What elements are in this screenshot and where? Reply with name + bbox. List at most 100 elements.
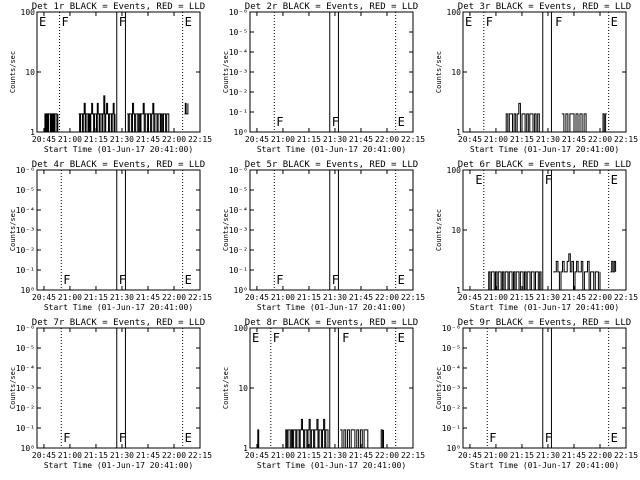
x-tick-label: 22:00: [162, 293, 186, 302]
y-tick-label: 10⁻²: [229, 246, 248, 255]
x-tick-label: 20:45: [458, 135, 482, 144]
x-axis-label: Start Time (01-Jun-17 20:41:00): [44, 461, 193, 470]
x-tick-label: 21:00: [484, 135, 508, 144]
y-tick-label: 100: [234, 324, 249, 333]
y-axis-label: Counts/sec: [435, 209, 443, 251]
y-tick-label: 10: [25, 68, 35, 77]
flag-f: F: [63, 431, 70, 445]
events-series: [78, 95, 116, 133]
flag-f: F: [276, 273, 283, 287]
y-axis-label: Counts/sec: [222, 367, 230, 409]
panel-title: Det 9r BLACK = Events, RED = LLD: [458, 318, 631, 328]
x-tick-label: 21:30: [110, 293, 134, 302]
y-tick-label: 10⁻¹: [442, 424, 461, 433]
flag-f: F: [273, 331, 280, 345]
y-tick-label: 10: [451, 68, 461, 77]
flag-f: F: [489, 431, 496, 445]
x-tick-label: 21:15: [84, 451, 108, 460]
y-tick-label: 10⁻²: [442, 404, 461, 413]
y-tick-label: 10⁻⁴: [229, 48, 248, 57]
y-tick-label: 10⁻⁵: [16, 186, 35, 195]
x-tick-label: 21:30: [536, 293, 560, 302]
panel-title: Det 3r BLACK = Events, RED = LLD: [458, 2, 631, 12]
y-axis-label: Counts/sec: [9, 367, 17, 409]
x-tick-label: 20:45: [32, 293, 56, 302]
x-tick-label: 21:30: [323, 451, 347, 460]
panel-title: Det 4r BLACK = Events, RED = LLD: [32, 160, 205, 170]
y-tick-label: 10⁻⁶: [442, 324, 461, 333]
x-tick-label: 20:45: [32, 135, 56, 144]
x-tick-label: 21:45: [136, 293, 160, 302]
y-tick-label: 10⁻⁶: [229, 166, 248, 175]
events-series: [43, 113, 59, 133]
x-tick-label: 21:00: [271, 135, 295, 144]
y-tick-label: 10⁻³: [442, 384, 461, 393]
y-tick-label: 10⁻⁶: [229, 8, 248, 17]
x-tick-label: 22:00: [375, 135, 399, 144]
x-tick-label: 21:15: [84, 135, 108, 144]
x-tick-label: 21:45: [562, 293, 586, 302]
x-tick-label: 22:00: [375, 293, 399, 302]
events-series: [284, 418, 329, 449]
flag-e: E: [465, 15, 472, 29]
y-tick-label: 1: [30, 128, 35, 137]
x-tick-label: 21:15: [510, 293, 534, 302]
flag-f: F: [62, 15, 69, 29]
events-series: [601, 113, 607, 133]
panel-title: Det 1r BLACK = Events, RED = LLD: [32, 2, 205, 12]
x-tick-label: 21:30: [536, 451, 560, 460]
x-tick-label: 20:45: [458, 293, 482, 302]
x-tick-label: 21:15: [510, 451, 534, 460]
x-tick-label: 21:30: [536, 135, 560, 144]
x-tick-label: 21:45: [349, 135, 373, 144]
flag-f: F: [332, 273, 339, 287]
flag-f: F: [332, 115, 339, 129]
flag-f: F: [545, 173, 552, 187]
y-tick-label: 1: [456, 128, 461, 137]
flag-f: F: [119, 273, 126, 287]
flag-e: E: [252, 331, 259, 345]
y-tick-label: 10⁰: [447, 444, 461, 453]
x-axis-label: Start Time (01-Jun-17 20:41:00): [257, 461, 406, 470]
x-tick-label: 22:00: [588, 293, 612, 302]
x-tick-label: 22:00: [162, 451, 186, 460]
flag-e: E: [398, 331, 405, 345]
y-tick-label: 10⁻¹: [16, 266, 35, 275]
y-tick-label: 10⁻⁵: [229, 28, 248, 37]
y-tick-label: 10⁻⁶: [16, 166, 35, 175]
x-tick-label: 22:15: [401, 451, 425, 460]
panel-det-5: Det 5r BLACK = Events, RED = LLD Counts/s…: [222, 160, 425, 312]
y-axis-label: Counts/sec: [9, 209, 17, 251]
panel-det-4: Det 4r BLACK = Events, RED = LLD Counts/s…: [9, 160, 212, 312]
x-axis-label: Start Time (01-Jun-17 20:41:00): [44, 145, 193, 154]
x-tick-label: 22:15: [614, 135, 638, 144]
y-tick-label: 10⁰: [234, 286, 248, 295]
flag-e: E: [185, 15, 192, 29]
x-tick-label: 22:00: [162, 135, 186, 144]
flag-f: F: [342, 331, 349, 345]
x-tick-label: 21:00: [271, 293, 295, 302]
events-series: [340, 429, 370, 449]
y-tick-label: 100: [447, 8, 462, 17]
flag-f: F: [486, 15, 493, 29]
y-tick-label: 10⁻³: [229, 68, 248, 77]
y-tick-label: 10⁻⁴: [229, 206, 248, 215]
x-axis-label: Start Time (01-Jun-17 20:41:00): [257, 303, 406, 312]
y-axis-label: Counts/sec: [435, 51, 443, 93]
x-tick-label: 22:15: [401, 293, 425, 302]
flag-e: E: [398, 273, 405, 287]
x-tick-label: 21:45: [349, 451, 373, 460]
panel-title: Det 6r BLACK = Events, RED = LLD: [458, 160, 631, 170]
flag-f: F: [555, 15, 562, 29]
x-tick-label: 22:15: [188, 293, 212, 302]
y-axis-label: Counts/sec: [9, 51, 17, 93]
panel-title: Det 5r BLACK = Events, RED = LLD: [245, 160, 418, 170]
flag-f: F: [119, 15, 126, 29]
x-tick-label: 21:15: [297, 451, 321, 460]
panel-det-9: Det 9r BLACK = Events, RED = LLD Counts/s…: [435, 318, 638, 470]
plot-frame: [462, 11, 627, 133]
y-tick-label: 10⁰: [21, 286, 35, 295]
plot-frame: [462, 169, 627, 291]
panel-det-6: Det 6r BLACK = Events, RED = LLD Counts/s…: [435, 160, 638, 312]
x-tick-label: 21:30: [110, 451, 134, 460]
